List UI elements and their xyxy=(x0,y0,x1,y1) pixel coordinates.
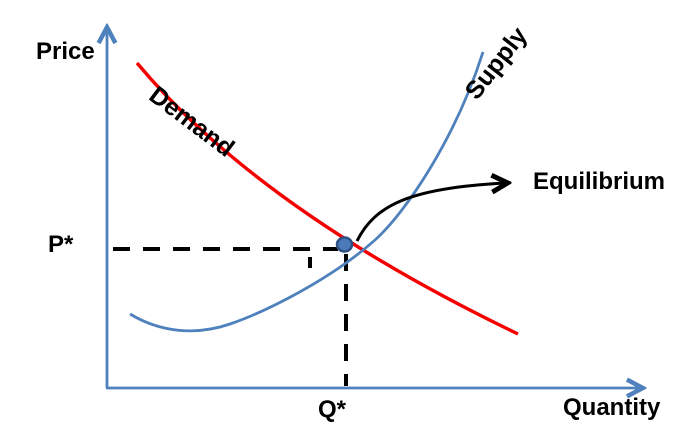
equilibrium-callout-arrow xyxy=(355,183,505,242)
equilibrium-point xyxy=(335,236,354,253)
x-axis-label: Quantity xyxy=(563,394,661,421)
y-axis-label: Price xyxy=(36,38,95,65)
equilibrium-quantity-label: Q* xyxy=(318,396,347,423)
equilibrium-label: Equilibrium xyxy=(533,168,665,195)
demand-curve xyxy=(135,61,519,336)
equilibrium-price-label: P* xyxy=(48,231,74,258)
supply-curve xyxy=(129,51,485,333)
